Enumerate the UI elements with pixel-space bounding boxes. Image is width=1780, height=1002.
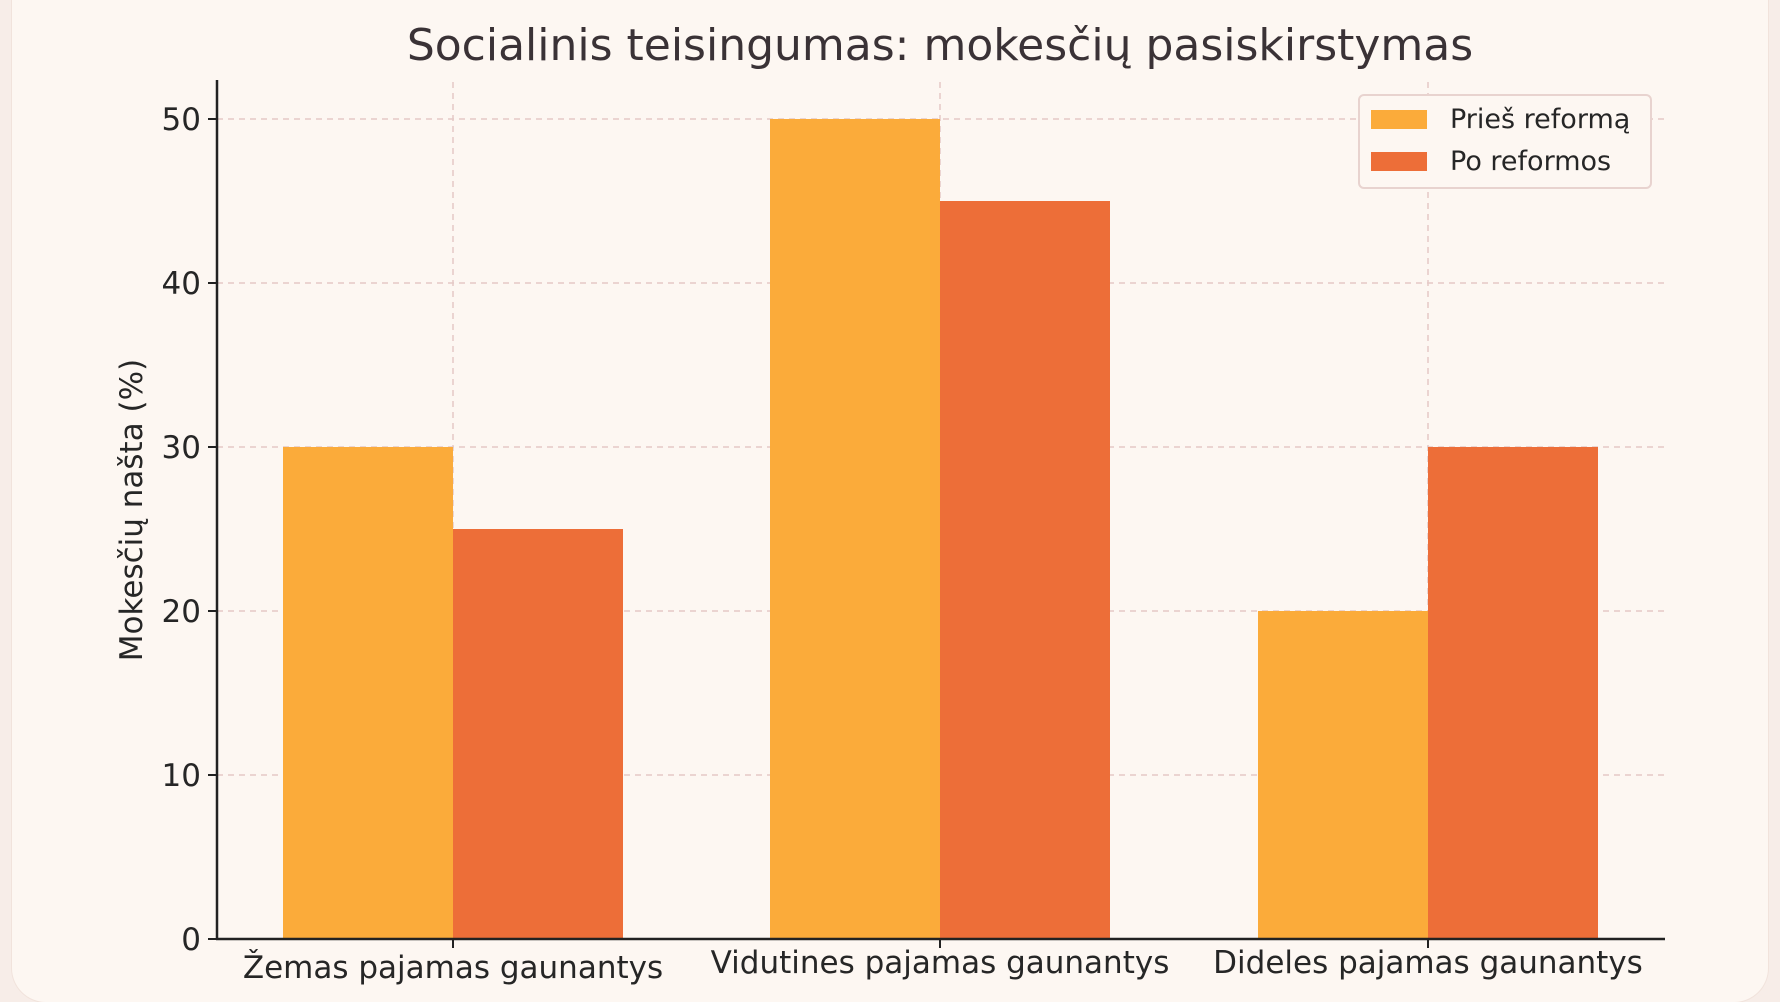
bar-after-1 bbox=[940, 201, 1110, 939]
legend: Prieš reformą Po reformos bbox=[1358, 94, 1652, 189]
bar-before-2 bbox=[1258, 611, 1428, 939]
y-tick-label: 50 bbox=[162, 102, 201, 138]
y-axis-label: Mokesčių našta (%) bbox=[114, 359, 150, 661]
x-tick-label: Dideles pajamas gaunantys bbox=[1213, 945, 1643, 981]
y-tick-label: 20 bbox=[162, 594, 201, 630]
bar-before-1 bbox=[770, 119, 940, 939]
tick-labels: 0 10 20 30 40 50 Žemas pajamas gaunantys Viduti… bbox=[162, 102, 1643, 986]
y-tick-label: 10 bbox=[162, 758, 201, 794]
bar-after-0 bbox=[453, 529, 623, 939]
x-tick-label: Žemas pajamas gaunantys bbox=[243, 950, 663, 986]
y-tick-label: 0 bbox=[181, 922, 201, 958]
legend-label-before: Prieš reformą bbox=[1450, 104, 1630, 135]
bar-after-2 bbox=[1428, 447, 1598, 939]
y-tick-label: 30 bbox=[162, 430, 201, 466]
legend-swatch-before bbox=[1371, 110, 1427, 129]
legend-label-after: Po reformos bbox=[1450, 146, 1611, 177]
bar-before-0 bbox=[283, 447, 453, 939]
legend-box bbox=[1358, 94, 1652, 189]
bars bbox=[283, 119, 1598, 939]
legend-swatch-after bbox=[1371, 152, 1427, 171]
y-tick-label: 40 bbox=[162, 266, 201, 302]
chart-title: Socialinis teisingumas: mokesčių pasiski… bbox=[407, 20, 1473, 71]
x-tick-label: Vidutines pajamas gaunantys bbox=[711, 945, 1170, 981]
